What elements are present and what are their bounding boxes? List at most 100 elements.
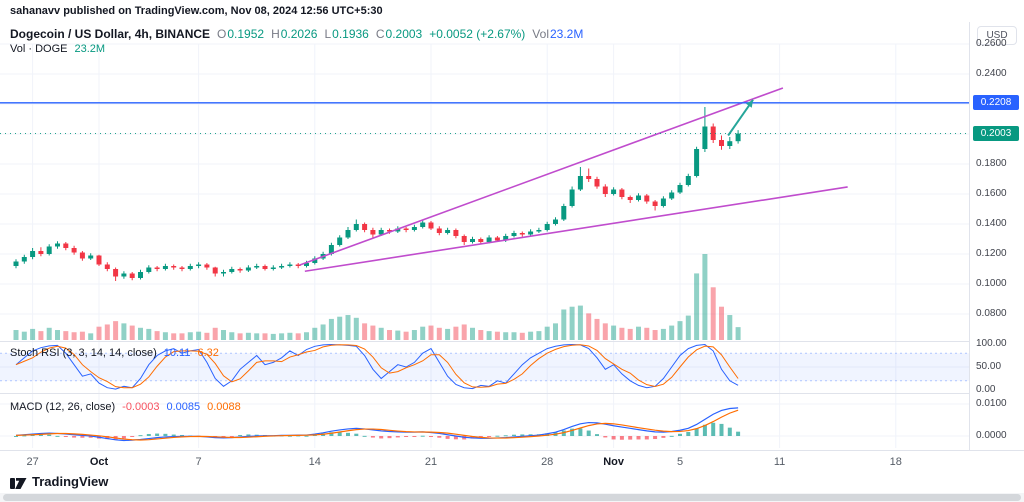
candle-body [353,224,359,230]
price-axis[interactable]: USD 0.2600 0.2400 0.1800 0.1600 0.1400 0.1200… [969,22,1024,450]
volume-bar [129,325,135,340]
macd-tick: 0.0100 [976,398,1007,409]
price-tick: 0.1800 [976,158,1007,169]
volume-bar [113,321,119,340]
macd-histogram-bar [30,434,35,436]
volume-bar [146,328,152,340]
candle-body [519,233,525,235]
currency-button[interactable]: USD [977,26,1017,45]
stoch-tick: 50.00 [976,361,1002,372]
volume-bar [38,331,44,340]
candle-body [403,228,409,230]
volume-bar [196,331,202,340]
volume-bar [378,327,384,340]
macd-histogram-bar [354,433,359,436]
macd-histogram-bar [63,436,68,438]
volume-bar [577,305,583,340]
macd-histogram-bar [47,434,52,436]
open-value: 0.1952 [227,27,265,41]
candle-body [370,230,376,235]
volume-bar [627,328,633,340]
tradingview-logo-icon [10,473,27,489]
volume-series-label[interactable]: Vol · DOGE [10,43,68,55]
stoch-d-line [15,344,739,389]
macd-histogram-bar [520,434,525,436]
tradingview-brand-link[interactable]: TradingView [10,473,108,489]
macd-histogram-bar [702,424,707,436]
candle-body [420,222,426,227]
volume-label: Vol [532,27,549,41]
macd-histogram-bar [130,436,135,437]
close-label: C [375,27,385,41]
candle-body [262,266,268,269]
volume-bar [121,323,127,340]
volume-bar [13,330,19,340]
candle-body [328,245,334,254]
candle-body [627,197,633,200]
stoch-rsi-legend: Stoch RSI (3, 3, 14, 14, close) 10.11 6.… [10,347,219,359]
candle-body [345,230,351,238]
macd-histogram-bar [254,434,259,436]
macd-histogram-bar [180,434,184,436]
candle-body [478,239,484,242]
symbol-title[interactable]: Dogecoin / US Dollar, 4h, BINANCE [10,27,211,41]
volume-bar [553,323,558,340]
macd-histogram-bar [72,436,77,438]
price-tick: 0.0800 [976,308,1007,319]
candle-body [88,255,94,259]
macd-histogram-bar [719,423,724,436]
stoch-band [0,353,969,381]
candle-body [577,176,583,190]
candle-body [79,252,85,259]
candle-body [453,230,459,236]
level-price-badge: 0.2208 [973,94,1019,110]
macd-histogram-bar [88,436,93,438]
volume-bar [486,331,492,340]
change-value: +0.0052 (+2.67%) [429,27,526,41]
stoch-tick: 0.00 [976,384,996,395]
volume-bar [436,327,442,340]
macd-histogram-bar [644,436,649,440]
low-value: 0.1936 [332,27,369,41]
chart-canvas[interactable] [0,22,969,450]
candle-body [387,230,392,232]
stoch-rsi-label[interactable]: Stoch RSI (3, 3, 14, 14, close) [10,347,157,359]
volume-bar [362,323,368,340]
stoch-k-value: 10.11 [163,347,191,359]
macd-histogram-bar [495,435,500,437]
candle-body [46,246,52,254]
candle-body [486,237,492,242]
volume-bar [544,326,550,340]
macd-histogram-bar [287,435,292,437]
candle-body [121,273,127,277]
candle-body [544,224,550,230]
volume-bar [536,331,542,340]
volume-bar [669,325,675,340]
price-tick: 0.1600 [976,188,1007,199]
candle-body [30,251,36,257]
horizontal-scrollbar[interactable] [0,493,1024,502]
volume-bar [702,254,708,340]
macd-histogram-bar [686,431,691,436]
macd-label[interactable]: MACD (12, 26, close) [10,401,116,413]
macd-histogram-bar [470,436,475,439]
macd-histogram-bar [155,433,160,436]
volume-bar [337,316,343,340]
scrollbar-thumb[interactable] [3,494,1021,501]
macd-histogram-bar [736,431,741,436]
volume-bar [79,331,85,340]
candle-body [644,195,650,202]
volume-bar [727,315,733,340]
candle-body [279,266,285,268]
macd-histogram-bar [727,427,732,436]
volume-bar [154,331,160,340]
time-axis[interactable]: 27 Oct 7 14 21 28 Nov 5 11 18 [0,450,1024,473]
volume-bar [212,327,218,340]
volume-bar [461,324,467,340]
macd-line-value: 0.0085 [166,401,201,413]
volume-bar [403,331,409,340]
trendline [304,186,848,273]
candle-body [569,189,575,206]
candle-body [445,230,451,233]
candle-body [71,248,77,253]
